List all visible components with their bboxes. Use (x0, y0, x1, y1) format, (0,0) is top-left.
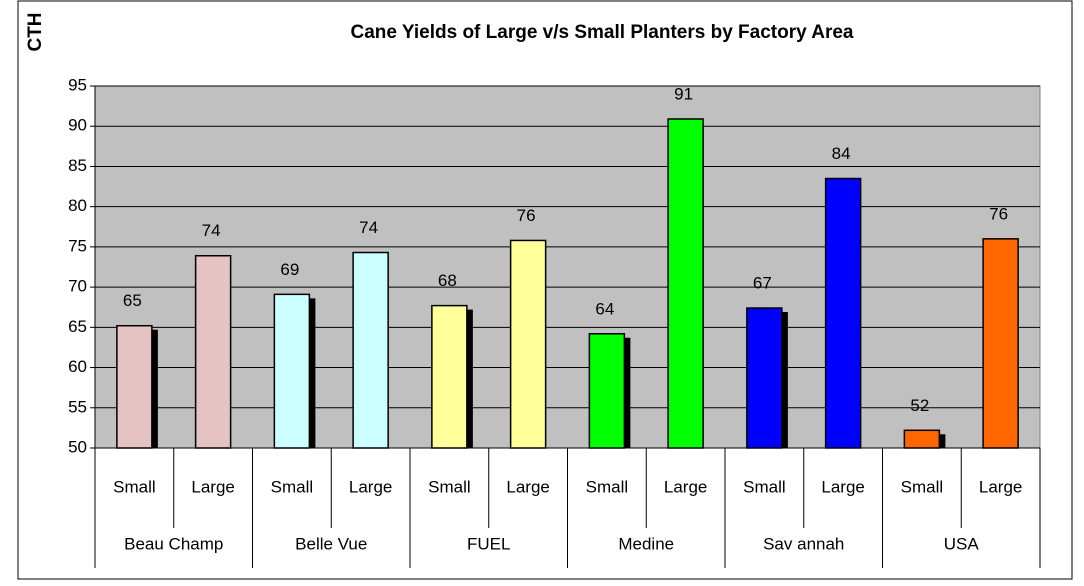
bar (194, 254, 232, 449)
group-label: USA (944, 534, 980, 553)
value-label: 68 (438, 271, 457, 290)
y-tick-label: 55 (68, 397, 87, 416)
x-tick-label: Large (191, 477, 234, 496)
y-tick-label: 75 (68, 236, 87, 255)
value-label: 74 (359, 218, 378, 237)
value-label: 64 (595, 299, 614, 318)
bar (588, 333, 626, 449)
value-label: 76 (989, 204, 1008, 223)
x-tick-label: Small (743, 477, 786, 496)
y-tick-label: 85 (68, 156, 87, 175)
bar (352, 251, 389, 449)
value-label: 74 (202, 221, 221, 240)
bar (824, 177, 862, 449)
value-label: 69 (280, 260, 299, 279)
y-tick-label: 70 (68, 277, 87, 296)
y-tick-label: 60 (68, 357, 87, 376)
x-tick-label: Small (586, 477, 629, 496)
bar (431, 304, 468, 449)
y-tick-label: 95 (68, 75, 87, 94)
y-tick-label: 50 (68, 437, 87, 456)
x-tick-label: Small (113, 477, 156, 496)
bar (903, 429, 941, 449)
x-tick-label: Large (349, 477, 392, 496)
bar (982, 238, 1019, 449)
bar (116, 324, 153, 449)
value-label: 76 (517, 206, 536, 225)
group-label: Beau Champ (124, 534, 223, 553)
value-label: 84 (832, 144, 851, 163)
x-tick-label: Large (821, 477, 864, 496)
x-tick-label: Large (979, 477, 1022, 496)
x-tick-label: Large (664, 477, 707, 496)
plot-area (94, 85, 1041, 449)
group-label: Belle Vue (295, 534, 367, 553)
bar (667, 118, 704, 449)
value-label: 67 (753, 274, 772, 293)
group-label: Sav annah (763, 534, 844, 553)
group-label: Medine (618, 534, 674, 553)
value-label: 52 (910, 396, 929, 415)
y-tick-label: 65 (68, 317, 87, 336)
chart-title: Cane Yields of Large v/s Small Planters … (351, 22, 854, 43)
bar (509, 239, 547, 449)
value-label: 65 (123, 291, 142, 310)
x-tick-label: Small (428, 477, 471, 496)
bar (273, 293, 311, 449)
bar (746, 307, 783, 449)
x-tick-label: Small (271, 477, 314, 496)
group-label: FUEL (467, 534, 510, 553)
y-tick-label: 80 (68, 196, 87, 215)
x-tick-label: Small (901, 477, 944, 496)
value-label: 91 (674, 84, 693, 103)
y-axis-label: CTH (25, 12, 46, 51)
y-tick-label: 90 (68, 116, 87, 135)
x-tick-label: Large (506, 477, 549, 496)
